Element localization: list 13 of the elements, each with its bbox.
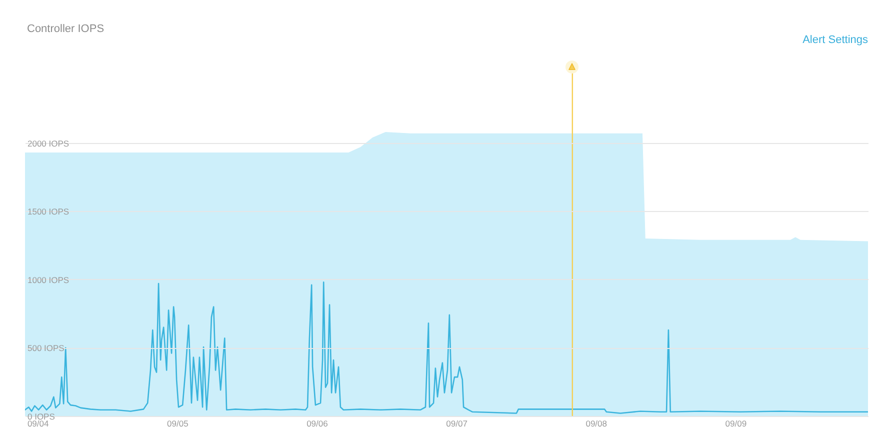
y-tick-label: 1500 IOPS xyxy=(28,206,70,217)
chart-title: Controller IOPS xyxy=(27,23,104,35)
text: Alert Settings xyxy=(802,33,868,47)
x-tick-label: 09/08 xyxy=(586,418,608,428)
x-tick-label: 09/06 xyxy=(306,418,328,428)
x-tick-label: 09/07 xyxy=(446,418,468,428)
x-tick-label: 09/04 xyxy=(27,418,49,428)
y-tick-label: 1000 IOPS xyxy=(28,274,70,285)
y-tick-label: 2000 IOPS xyxy=(28,138,70,148)
x-tick-label: 09/05 xyxy=(167,418,189,428)
x-tick-label: 09/09 xyxy=(725,418,747,428)
y-tick-label: 500 IOPS xyxy=(28,343,65,354)
y-tick-label: 0 IOPS xyxy=(28,412,56,422)
